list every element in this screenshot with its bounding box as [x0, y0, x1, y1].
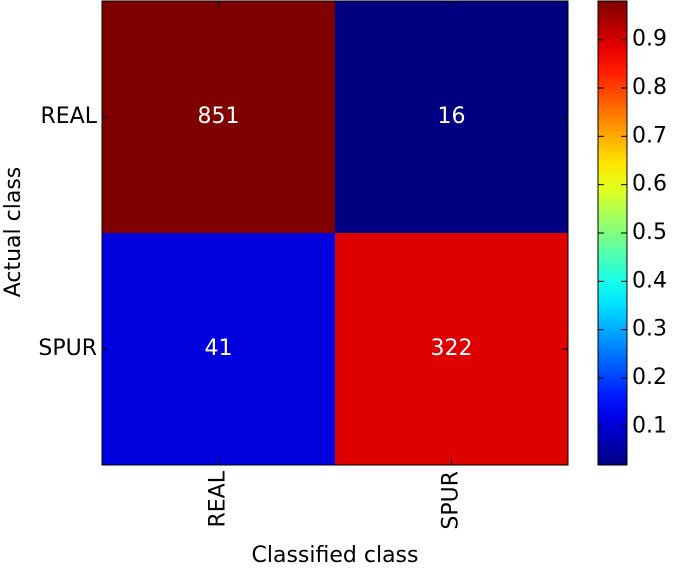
- y-tick-label: SPUR: [38, 336, 97, 361]
- heatmap-cell: [335, 1, 569, 234]
- y-axis-label: Actual class: [1, 167, 26, 298]
- cell-label: 851: [198, 104, 240, 129]
- colorbar-tick-label: 0.4: [632, 268, 667, 293]
- colorbar-tick-label: 0.6: [632, 172, 667, 197]
- colorbar-tick-label: 0.1: [632, 413, 667, 438]
- colorbar-tick-label: 0.8: [632, 75, 667, 100]
- heatmap-cell: [335, 233, 569, 466]
- heatmap-cell: [102, 233, 336, 466]
- x-tick-label: REAL: [206, 470, 231, 527]
- heatmap-cell: [102, 1, 336, 234]
- colorbar-tick-label: 0.9: [632, 27, 667, 52]
- colorbar-tick-label: 0.2: [632, 365, 667, 390]
- cell-label: 41: [205, 336, 233, 361]
- x-tick-label: SPUR: [439, 471, 464, 530]
- cell-label: 16: [438, 104, 466, 129]
- colorbar-tick-label: 0.7: [632, 123, 667, 148]
- x-axis-label: Classified class: [252, 543, 419, 568]
- plot-frame: [101, 0, 569, 466]
- colorbar-tick-label: 0.3: [632, 317, 667, 342]
- colorbar-tick-label: 0.5: [632, 220, 667, 245]
- y-tick-label: REAL: [41, 104, 98, 129]
- cell-label: 322: [431, 336, 473, 361]
